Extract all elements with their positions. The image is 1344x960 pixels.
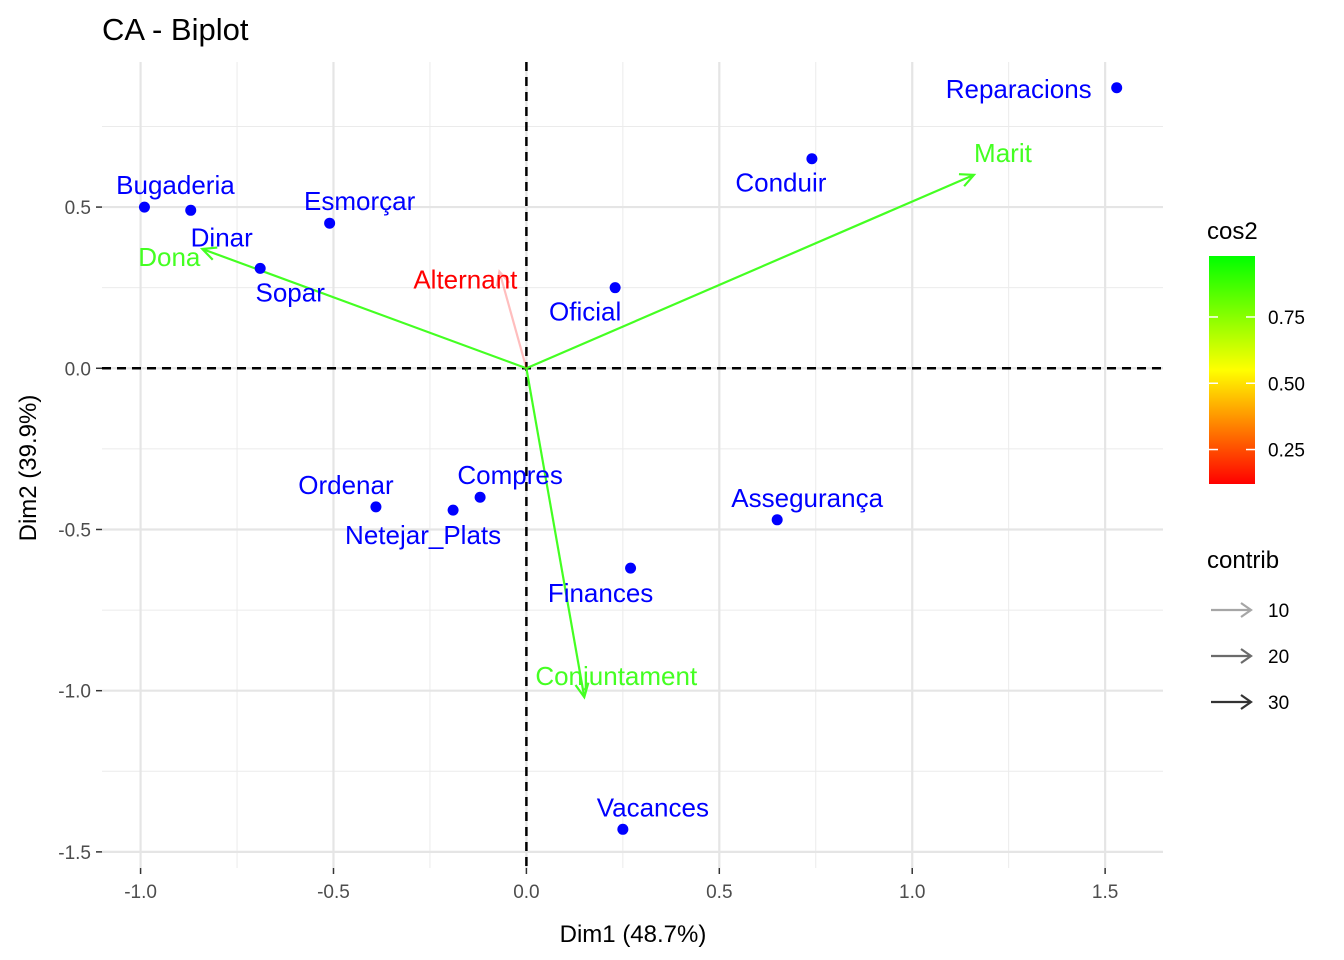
y-axis-label: Dim2 (39.9%) [15,395,42,542]
arrow-shaft [498,271,528,369]
contrib-item-20: 20 [1211,647,1289,668]
point-esmorcar [324,217,336,229]
y-tick-label: -1.5 [58,843,91,864]
legend-cos2-colorbar [1209,256,1255,484]
point-compres [474,491,486,503]
contrib-arrow-head [1240,602,1253,618]
x-tick-label: 1.0 [899,882,925,903]
contrib-item-10: 10 [1211,601,1289,622]
legend-cos2-ticks: 0.25 0.50 0.75 [1209,308,1305,462]
point-bugaderia [138,201,150,213]
x-tick-label: -0.5 [317,882,350,903]
legend-contrib: contrib 10 20 30 [1207,547,1289,714]
contrib-item-label: 30 [1268,693,1289,714]
y-axis-ticks: -1.5 -1.0 -0.5 0.0 0.5 [58,198,102,864]
point-ordenar [370,501,382,513]
x-tick-label: -1.0 [124,882,157,903]
point-oficial [609,282,621,294]
legend-contrib-items: 10 20 30 [1211,601,1289,714]
point-asseguranca [771,514,783,526]
legend-cos2-title: cos2 [1207,218,1258,245]
arrow-label-conjuntament: Conjuntament [535,661,698,691]
cos2-tick-label: 0.50 [1268,374,1305,395]
point-label-compres: Compres [457,460,562,490]
contrib-item-label: 10 [1268,601,1289,622]
reference-lines [102,62,1163,868]
arrow-head [574,682,590,700]
y-tick-label: -1.0 [58,682,91,703]
contrib-arrow-head [1240,694,1253,710]
point-label-finances: Finances [548,578,654,608]
point-vacances [617,823,629,835]
arrow-head [495,269,511,287]
point-finances [625,562,637,574]
point-label-oficial: Oficial [549,297,621,327]
point-reparacions [1111,82,1123,94]
arrow-label-dona: Dona [138,242,201,272]
arrows-layer [199,173,977,700]
point-conduir [806,153,818,165]
contrib-item-30: 30 [1211,693,1289,714]
arrow-label-alternant: Alternant [413,265,518,295]
arrow-marit [525,173,977,370]
minor-gridlines [102,62,1163,868]
cos2-tick-label: 0.75 [1268,308,1305,329]
arrow-head [199,246,218,261]
arrow-shaft [525,368,586,698]
legend-cos2: cos2 0.25 0.50 0.75 [1207,218,1305,484]
point-label-reparacions: Reparacions [946,74,1092,104]
point-label-bugaderia: Bugaderia [116,170,235,200]
point-label-dinar: Dinar [191,222,253,252]
x-tick-label: 0.0 [513,882,539,903]
arrow-label-marit: Marit [974,138,1033,168]
arrow-shaft [525,173,975,370]
arrow-alternant [495,269,528,369]
contrib-item-label: 20 [1268,647,1289,668]
arrow-conjuntament [525,368,590,700]
points-layer [138,82,1123,835]
cos2-tick-label: 0.25 [1268,441,1305,462]
chart-title: CA - Biplot [102,12,249,47]
x-tick-label: 0.5 [706,882,732,903]
point-label-sopar: Sopar [255,277,325,307]
x-tick-label: 1.5 [1092,882,1118,903]
point-dinar [185,204,197,216]
y-tick-label: -0.5 [58,520,91,541]
point-label-asseguranca: Assegurança [731,483,883,513]
labels-layer: Reparacions Conduir Bugaderia Dinar Esmorçar… [116,74,1092,823]
contrib-arrow-head [1240,648,1253,664]
point-label-netejar-plats: Netejar_Plats [345,520,501,550]
point-label-vacances: Vacances [597,792,709,822]
major-gridlines [102,62,1163,868]
arrow-head [958,173,977,187]
point-label-esmorcar: Esmorçar [304,186,416,216]
point-label-conduir: Conduir [735,168,826,198]
x-axis-ticks: -1.0 -0.5 0.0 0.5 1.0 1.5 [124,868,1118,903]
point-netejar-plats [447,504,459,516]
point-sopar [254,262,266,274]
y-tick-label: 0.5 [65,198,91,219]
point-label-ordenar: Ordenar [298,470,394,500]
legend-contrib-title: contrib [1207,547,1279,574]
y-tick-label: 0.0 [65,359,91,380]
x-axis-label: Dim1 (48.7%) [560,921,707,948]
